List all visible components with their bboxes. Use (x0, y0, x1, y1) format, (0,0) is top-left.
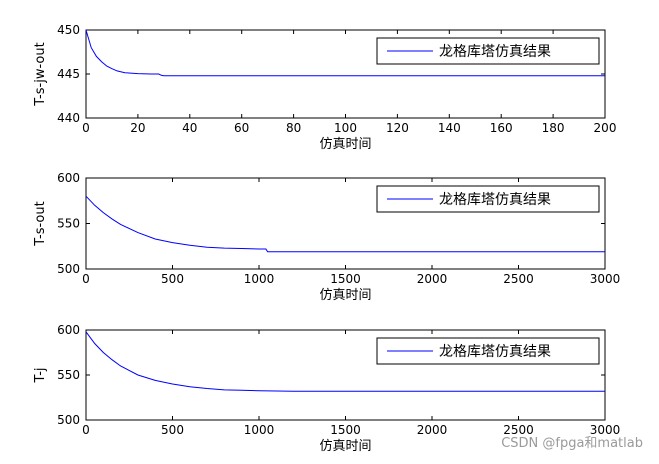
y-axis-label: T-s-jw-out (33, 42, 48, 106)
x-tick-label: 20 (130, 121, 145, 135)
y-tick-label: 450 (57, 23, 80, 37)
y-tick-label: 500 (57, 413, 80, 427)
x-tick-label: 2500 (503, 423, 534, 437)
subplot-3: 0 500 1000 1500 2000 2500 3000500550600仿真时间T-j… (33, 323, 620, 454)
x-tick-label: 200 (594, 121, 617, 135)
series-line (85, 331, 605, 392)
x-tick-label: 1000 (244, 272, 275, 286)
x-tick-label: 80 (286, 121, 301, 135)
x-tick-label: 160 (490, 121, 513, 135)
legend-entry: 龙格库塔仿真结果 (439, 192, 551, 208)
x-tick-label: 120 (386, 121, 409, 135)
y-tick-label: 550 (57, 217, 80, 231)
x-tick-label: 180 (542, 121, 565, 135)
x-tick-label: 500 (161, 423, 184, 437)
y-tick-label: 440 (57, 111, 80, 125)
x-tick-label: 500 (161, 272, 184, 286)
x-tick-label: 2000 (417, 423, 448, 437)
x-tick-label: 40 (182, 121, 197, 135)
x-tick-label: 1000 (244, 423, 275, 437)
legend-entry: 龙格库塔仿真结果 (439, 344, 551, 360)
legend-entry: 龙格库塔仿真结果 (439, 44, 551, 60)
x-tick-label: 3000 (590, 423, 621, 437)
x-axis-label: 仿真时间 (319, 137, 371, 152)
y-axis-label: T-j (33, 367, 48, 383)
y-tick-label: 600 (57, 323, 80, 337)
series-line (85, 29, 605, 77)
x-tick-label: 0 (82, 423, 90, 437)
y-tick-label: 500 (57, 262, 80, 276)
x-tick-label: 3000 (590, 272, 621, 286)
y-tick-label: 445 (57, 67, 80, 81)
y-tick-label: 550 (57, 368, 80, 382)
x-tick-label: 1500 (330, 272, 361, 286)
x-tick-label: 0 (82, 121, 90, 135)
x-tick-label: 60 (234, 121, 249, 135)
x-axis-label: 仿真时间 (319, 439, 371, 454)
x-tick-label: 100 (334, 121, 357, 135)
x-tick-label: 2500 (503, 272, 534, 286)
subplot-2: 0 500 1000 1500 2000 2500 3000500550600仿真时间T-s… (33, 171, 620, 303)
y-tick-label: 600 (57, 171, 80, 185)
x-tick-label: 140 (438, 121, 461, 135)
y-axis-label: T-s-out (33, 201, 48, 246)
x-tick-label: 0 (82, 272, 90, 286)
watermark-text: CSDN @fpga和matlab (501, 436, 643, 451)
x-axis-label: 仿真时间 (319, 288, 371, 303)
x-tick-label: 2000 (417, 272, 448, 286)
x-tick-label: 1500 (330, 423, 361, 437)
subplot-1: 0 20 40 60 80 100 120 140 160 180 200 440 445 450 仿真时间… (33, 23, 616, 152)
series-line (85, 195, 605, 253)
